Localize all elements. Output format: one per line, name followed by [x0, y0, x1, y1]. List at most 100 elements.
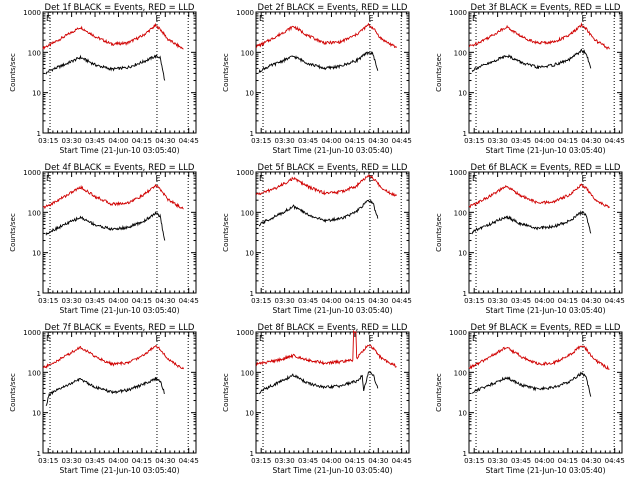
x-tick-label: 04:15	[132, 297, 152, 305]
x-axis-label: Start Time (21-Jun-10 03:05:40)	[273, 146, 393, 155]
x-axis-label: Start Time (21-Jun-10 03:05:40)	[60, 306, 180, 315]
lld-series-line	[42, 345, 184, 370]
chart-panel-9: Det 9f BLACK = Events, RED = LLD 1 10 100 10…	[435, 323, 625, 475]
event-marker: E	[259, 334, 264, 343]
x-tick-label: 04:00	[321, 137, 341, 145]
chart-panel-8: Det 8f BLACK = Events, RED = LLD 1 10 100 10…	[222, 323, 412, 475]
x-tick-label: 04:15	[345, 137, 365, 145]
y-tick-label: 1	[463, 130, 467, 138]
event-marker: E	[472, 334, 477, 343]
x-tick-label: 03:45	[85, 457, 105, 465]
y-tick-label: 1	[37, 290, 41, 298]
events-series-line	[45, 376, 165, 407]
y-tick-label: 100	[241, 49, 254, 57]
lld-series-line	[255, 22, 397, 49]
chart-panel-4: Det 4f BLACK = Events, RED = LLD 1 10 100 10…	[9, 163, 199, 315]
y-tick-label: 1000	[449, 9, 467, 17]
x-tick-label: 04:15	[558, 297, 578, 305]
x-tick-label: 04:30	[155, 457, 175, 465]
chart-panel-2: Det 2f BLACK = Events, RED = LLD 1 10 100 10…	[222, 3, 412, 155]
x-axis-label: Start Time (21-Jun-10 03:05:40)	[486, 146, 606, 155]
chart-title: Det 6f BLACK = Events, RED = LLD	[471, 163, 621, 173]
x-tick-label: 03:15	[251, 137, 271, 145]
x-tick-label: 03:15	[38, 137, 58, 145]
chart-panel-5: Det 5f BLACK = Events, RED = LLD 1 10 100 10…	[222, 163, 412, 315]
plot-frame	[255, 11, 410, 134]
lld-series-line	[42, 22, 184, 50]
chart-panel-3: Det 3f BLACK = Events, RED = LLD 1 10 100 10…	[435, 3, 625, 155]
x-tick-label: 04:15	[345, 457, 365, 465]
chart-panel-1: Det 1f BLACK = Events, RED = LLD 1 10 100 10…	[9, 3, 199, 155]
event-marker: E	[259, 174, 264, 183]
y-tick-label: 1000	[449, 329, 467, 337]
x-tick-label: 04:30	[581, 297, 601, 305]
events-series-line	[258, 50, 379, 73]
plot-frame	[468, 331, 623, 454]
chart-panel-6: Det 6f BLACK = Events, RED = LLD 1 10 100 10…	[435, 163, 625, 315]
y-tick-label: 10	[458, 90, 467, 98]
plot-frame	[255, 171, 410, 294]
event-marker: E	[156, 334, 161, 343]
x-axis-label: Start Time (21-Jun-10 03:05:40)	[273, 306, 393, 315]
x-tick-label: 04:45	[605, 297, 625, 305]
y-axis-label: Counts/sec	[9, 213, 17, 252]
chart-title: Det 5f BLACK = Events, RED = LLD	[258, 163, 408, 173]
x-tick-label: 03:30	[62, 457, 82, 465]
x-tick-label: 04:45	[605, 457, 625, 465]
plot-frame	[255, 331, 410, 454]
x-axis-label: Start Time (21-Jun-10 03:05:40)	[486, 466, 606, 475]
y-tick-label: 10	[458, 410, 467, 418]
y-tick-label: 10	[32, 250, 41, 258]
event-marker: E	[582, 174, 587, 183]
x-tick-label: 04:30	[368, 457, 388, 465]
x-tick-label: 04:45	[179, 457, 199, 465]
x-tick-label: 04:00	[321, 297, 341, 305]
y-tick-label: 100	[454, 209, 467, 217]
x-tick-label: 03:30	[62, 137, 82, 145]
y-tick-label: 10	[458, 250, 467, 258]
lld-series-line	[468, 22, 610, 51]
y-axis-label: Counts/sec	[435, 53, 443, 92]
x-tick-label: 03:15	[38, 297, 58, 305]
y-axis-label: Counts/sec	[435, 213, 443, 252]
x-tick-label: 04:45	[179, 297, 199, 305]
x-tick-label: 03:30	[488, 297, 508, 305]
y-tick-label: 100	[454, 49, 467, 57]
x-tick-label: 04:00	[534, 457, 554, 465]
x-tick-label: 03:15	[464, 457, 484, 465]
y-tick-label: 100	[241, 209, 254, 217]
x-tick-label: 04:00	[534, 297, 554, 305]
y-axis-label: Counts/sec	[435, 373, 443, 412]
x-tick-label: 04:00	[108, 457, 128, 465]
x-tick-label: 03:15	[251, 297, 271, 305]
events-series-line	[45, 210, 166, 241]
event-marker: E	[156, 14, 161, 23]
x-tick-label: 03:30	[275, 297, 295, 305]
y-tick-label: 100	[28, 49, 41, 57]
lld-series-line	[255, 329, 397, 368]
x-tick-label: 03:45	[85, 297, 105, 305]
chart-title: Det 2f BLACK = Events, RED = LLD	[258, 3, 408, 13]
y-tick-label: 10	[32, 410, 41, 418]
x-tick-label: 04:00	[108, 297, 128, 305]
x-tick-label: 04:45	[392, 457, 412, 465]
y-tick-label: 100	[28, 369, 41, 377]
y-tick-label: 1000	[449, 169, 467, 177]
y-tick-label: 1000	[236, 9, 254, 17]
x-tick-label: 04:45	[392, 297, 412, 305]
x-tick-label: 03:30	[488, 137, 508, 145]
y-tick-label: 1	[37, 450, 41, 458]
x-tick-label: 03:30	[275, 457, 295, 465]
event-marker: E	[156, 174, 161, 183]
y-tick-label: 10	[32, 90, 41, 98]
y-tick-label: 1000	[23, 329, 41, 337]
x-tick-label: 04:15	[132, 457, 152, 465]
event-marker: E	[46, 14, 51, 23]
x-tick-label: 03:15	[464, 297, 484, 305]
x-tick-label: 04:30	[368, 137, 388, 145]
x-tick-label: 04:15	[558, 137, 578, 145]
chart-title: Det 1f BLACK = Events, RED = LLD	[45, 3, 195, 13]
y-tick-label: 10	[245, 250, 254, 258]
lld-series-line	[468, 345, 610, 370]
y-tick-label: 1	[37, 130, 41, 138]
